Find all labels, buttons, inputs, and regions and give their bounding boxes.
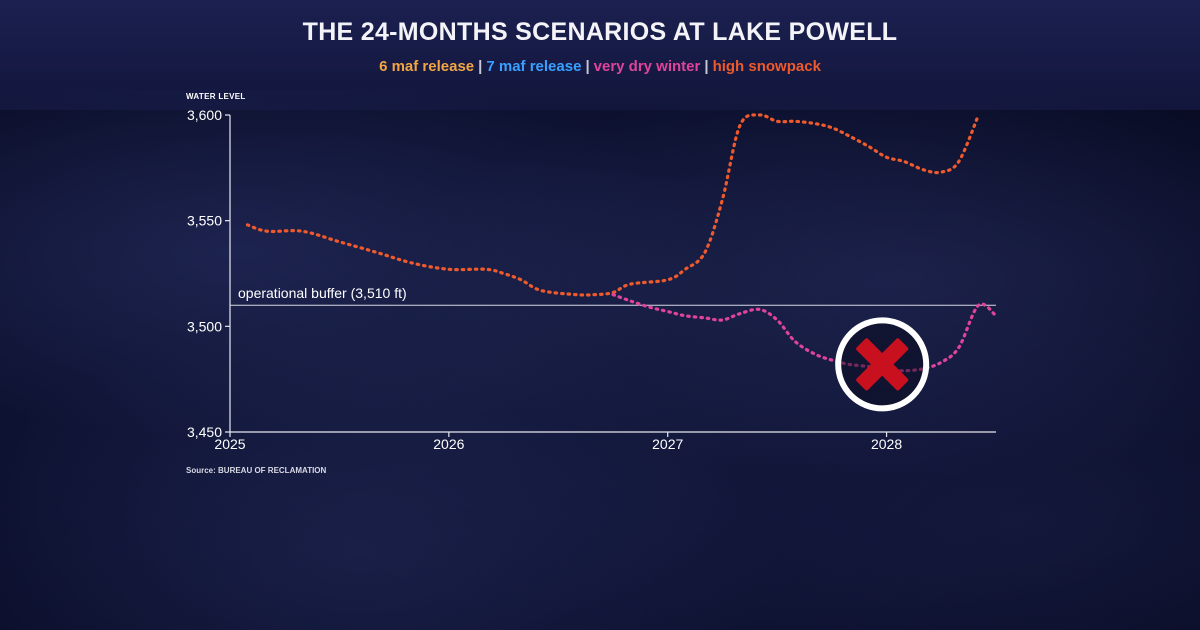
annotation-group: [835, 317, 930, 412]
legend-separator: |: [585, 58, 590, 75]
chart-legend: 6 maf release | 7 maf release | very dry win…: [0, 58, 1200, 75]
y-tick-label: 3,600: [187, 107, 222, 123]
y-axis-label: WATER LEVEL: [186, 92, 246, 101]
series-group: [245, 113, 998, 373]
source-note: Source: BUREAU OF RECLAMATION: [186, 466, 327, 475]
legend-separator: |: [478, 58, 483, 75]
legend-item-7-maf: 7 maf release: [486, 58, 582, 75]
chart-title: THE 24-MONTHS SCENARIOS AT LAKE POWELL: [302, 18, 898, 46]
y-tick-label: 3,550: [187, 213, 222, 229]
series-line-high-snowpack: [245, 113, 981, 297]
legend-separator: |: [704, 58, 709, 75]
x-tick-label: 2025: [214, 436, 245, 452]
x-tick-label: 2026: [433, 436, 464, 452]
x-tick-label: 2027: [652, 436, 683, 452]
operational-buffer-label: operational buffer (3,510 ft): [238, 285, 407, 301]
legend-item-very-dry-winter: very dry winter: [593, 58, 701, 75]
axes: 3,450 3,500 3,550 3,600 2025 2026 2027 2028: [187, 107, 996, 452]
series-line-very-dry-winter: [611, 293, 998, 373]
legend-item-6-maf: 6 maf release: [379, 58, 475, 75]
x-mark-bar: [856, 338, 909, 391]
legend-item-high-snowpack: high snowpack: [712, 58, 821, 75]
y-tick-label: 3,500: [187, 318, 222, 334]
reference-line-group: operational buffer (3,510 ft): [230, 285, 996, 306]
x-mark-icon: [856, 338, 909, 391]
background-canyon: [0, 90, 1200, 630]
x-tick-label: 2028: [871, 436, 902, 452]
y-tick-label: 3,450: [187, 424, 222, 440]
